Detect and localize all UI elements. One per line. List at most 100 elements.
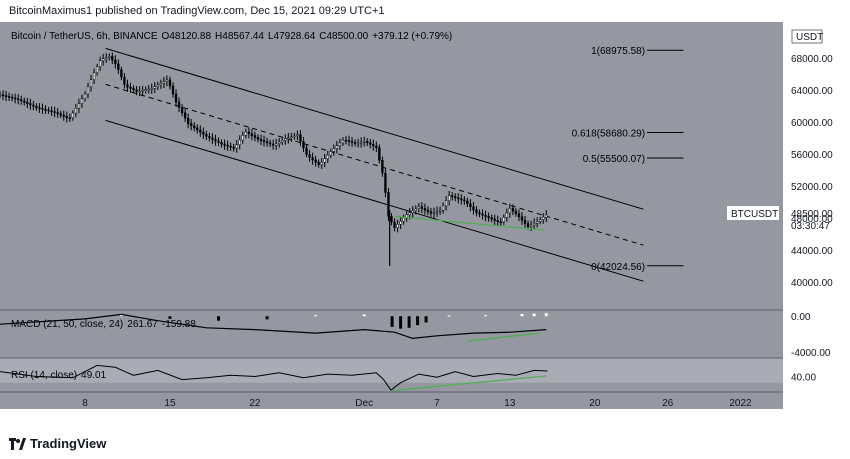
candle-body [381,160,384,174]
macd-histogram-bar [217,316,221,321]
candle-body [284,138,287,141]
candle-body [177,101,181,108]
macd-histogram-bar [168,316,172,319]
macd-histogram-bar [390,316,394,327]
candle-body [186,117,190,124]
change-value: +379.12 (+0.79%) [372,31,452,42]
rsi-divergence-line [390,375,547,392]
candle-body [417,206,420,210]
candle-body [335,145,339,149]
candle-body [329,151,332,156]
tradingview-logo-icon [9,437,26,450]
candle-body [302,141,305,149]
candle-body [190,123,193,126]
candle-body [463,199,466,202]
candle-body [323,158,326,163]
candle-body [341,139,345,144]
price-tick-label: 48000.00 [791,214,833,225]
candle-body [478,212,481,215]
candle-body [308,154,311,158]
macd-histogram-bar [362,314,366,317]
candle-body [475,209,478,213]
candle-body [205,134,208,137]
candle-body [256,137,260,140]
candle-body [539,219,542,222]
candle-body [241,135,244,141]
candle-body [423,208,427,211]
candle-body [363,140,366,143]
candle-body [123,76,126,85]
time-tick-label: 13 [504,398,516,409]
fib-level-label: 1(68975.58) [591,46,645,57]
trading-chart[interactable]: 1(68975.58) 0.618(58680.29) 0.5(55500.07) 0… [0,22,850,409]
candle-body [526,223,530,228]
candle-body [53,111,56,113]
candle-body [517,213,521,218]
candle-body [65,116,68,118]
price-tick-label: 44000.00 [791,246,833,257]
candle-body [38,107,41,109]
candle-body [26,102,29,104]
candle-body [71,112,75,119]
candle-body [287,137,290,140]
macd-histogram-bar [119,315,123,317]
candle-body [17,98,20,101]
candle-body [226,144,229,147]
candle-body [129,86,132,89]
candle-body [29,103,32,106]
low-value: L47928.64 [268,31,316,42]
current-price-label: 48500.00 [791,209,833,220]
publisher-line: BitcoinMaximus1 published on TradingView… [9,5,385,17]
candle-body [366,140,369,144]
candle-body [399,220,402,225]
candle-body [447,195,451,201]
candle-body [68,117,71,119]
candle-body [520,216,524,221]
close-value: C48500.00 [319,31,368,42]
candle-body [229,145,232,148]
candle-body [0,94,2,97]
macd-histogram-bar [399,316,403,329]
candle-body [174,93,178,103]
candle-body [59,113,62,116]
candle-body [532,222,536,226]
high-value: H48567.44 [215,31,264,42]
time-tick-label: 15 [164,398,176,409]
candle-body [460,198,463,201]
candle-body [10,96,14,99]
candle-body [484,214,487,217]
candle-body [369,142,372,145]
candle-body [469,203,472,208]
candle-body [296,134,299,137]
candle-body [165,79,169,82]
candle-body [44,108,47,111]
candle-body [141,90,144,92]
time-tick-label: 22 [249,398,261,409]
candle-body [502,217,505,223]
candle-body [135,89,138,92]
candle-body [271,143,275,146]
candle-body [387,192,390,217]
candle-body [278,141,281,144]
candle-body [98,60,102,68]
fib-level-label: 0(42024.56) [591,262,645,273]
time-tick-label: 20 [589,398,601,409]
candle-body [441,205,445,211]
price-tick-label: 68000.00 [791,54,833,65]
price-tick-label: 52000.00 [791,182,833,193]
candle-body [83,93,87,100]
macd-histogram-bar [532,313,536,317]
candle-body [41,108,44,110]
candle-body [238,139,241,145]
candle-body [244,131,247,136]
time-tick-label: 7 [434,398,440,409]
candle-body [384,172,387,193]
candle-body [132,88,135,91]
chart-area[interactable]: 1(68975.58) 0.618(58680.29) 0.5(55500.07) 0… [0,22,850,409]
macd-histogram-bar [484,315,488,317]
candle-body [393,221,396,228]
candle-body [305,147,308,155]
fib-level-label: 0.618(58680.29) [572,129,645,140]
candle-body [108,56,111,58]
candle-body [454,196,457,199]
